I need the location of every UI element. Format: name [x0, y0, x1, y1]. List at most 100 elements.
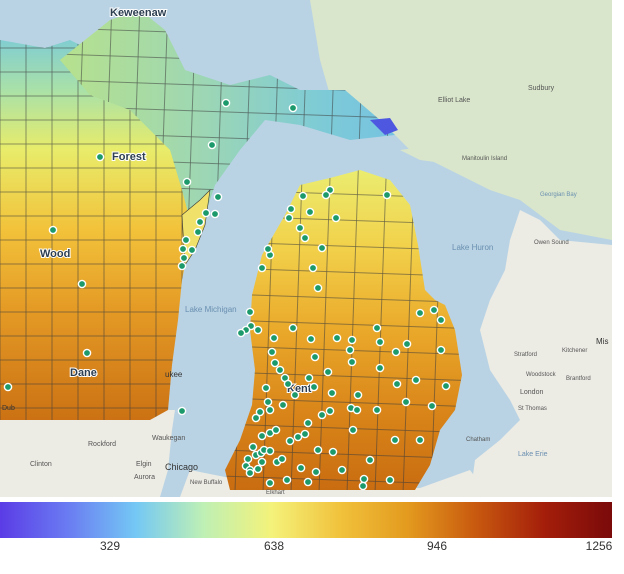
station-marker[interactable]: [325, 406, 335, 416]
station-marker[interactable]: [193, 227, 203, 237]
station-marker[interactable]: [304, 373, 314, 383]
station-marker[interactable]: [282, 475, 292, 485]
station-marker[interactable]: [303, 418, 313, 428]
station-marker[interactable]: [385, 475, 395, 485]
station-marker[interactable]: [365, 455, 375, 465]
station-marker[interactable]: [436, 315, 446, 325]
station-marker[interactable]: [3, 382, 13, 392]
station-marker[interactable]: [327, 388, 337, 398]
station-marker[interactable]: [207, 140, 217, 150]
station-marker[interactable]: [288, 323, 298, 333]
station-marker[interactable]: [298, 191, 308, 201]
station-marker[interactable]: [278, 400, 288, 410]
station-marker[interactable]: [288, 103, 298, 113]
station-marker[interactable]: [391, 347, 401, 357]
station-marker[interactable]: [347, 357, 357, 367]
station-marker[interactable]: [293, 432, 303, 442]
station-marker[interactable]: [353, 390, 363, 400]
station-marker[interactable]: [77, 279, 87, 289]
station-marker[interactable]: [221, 98, 231, 108]
station-marker[interactable]: [372, 323, 382, 333]
station-marker[interactable]: [187, 245, 197, 255]
station-marker[interactable]: [265, 446, 275, 456]
station-marker[interactable]: [345, 345, 355, 355]
station-marker[interactable]: [411, 375, 421, 385]
station-marker[interactable]: [308, 263, 318, 273]
station-marker[interactable]: [436, 345, 446, 355]
station-marker[interactable]: [257, 431, 267, 441]
station-marker[interactable]: [303, 477, 313, 487]
station-marker[interactable]: [300, 233, 310, 243]
station-marker[interactable]: [255, 407, 265, 417]
station-marker[interactable]: [210, 209, 220, 219]
station-marker[interactable]: [253, 325, 263, 335]
station-marker[interactable]: [82, 348, 92, 358]
station-marker[interactable]: [309, 382, 319, 392]
station-marker[interactable]: [245, 307, 255, 317]
station-marker[interactable]: [236, 328, 246, 338]
station-marker[interactable]: [201, 208, 211, 218]
station-marker[interactable]: [375, 337, 385, 347]
station-marker[interactable]: [427, 401, 437, 411]
station-marker[interactable]: [177, 406, 187, 416]
station-marker[interactable]: [283, 379, 293, 389]
station-marker[interactable]: [257, 263, 267, 273]
station-marker[interactable]: [95, 152, 105, 162]
station-marker[interactable]: [284, 213, 294, 223]
station-marker[interactable]: [295, 223, 305, 233]
station-marker[interactable]: [263, 244, 273, 254]
station-marker[interactable]: [257, 457, 267, 467]
station-marker[interactable]: [265, 405, 275, 415]
station-marker[interactable]: [261, 383, 271, 393]
station-marker[interactable]: [306, 334, 316, 344]
station-marker[interactable]: [392, 379, 402, 389]
station-marker[interactable]: [415, 308, 425, 318]
station-marker[interactable]: [390, 435, 400, 445]
station-marker[interactable]: [263, 397, 273, 407]
station-marker[interactable]: [277, 454, 287, 464]
station-marker[interactable]: [253, 464, 263, 474]
station-marker[interactable]: [248, 442, 258, 452]
station-marker[interactable]: [265, 478, 275, 488]
station-marker[interactable]: [415, 435, 425, 445]
station-marker[interactable]: [401, 397, 411, 407]
station-marker[interactable]: [321, 190, 331, 200]
station-marker[interactable]: [270, 358, 280, 368]
station-marker[interactable]: [402, 339, 412, 349]
station-marker[interactable]: [178, 244, 188, 254]
station-marker[interactable]: [441, 381, 451, 391]
station-marker[interactable]: [317, 410, 327, 420]
station-marker[interactable]: [372, 405, 382, 415]
station-marker[interactable]: [348, 425, 358, 435]
station-marker[interactable]: [358, 481, 368, 491]
station-marker[interactable]: [267, 347, 277, 357]
station-marker[interactable]: [285, 436, 295, 446]
station-marker[interactable]: [300, 429, 310, 439]
station-marker[interactable]: [317, 243, 327, 253]
station-marker[interactable]: [337, 465, 347, 475]
station-marker[interactable]: [313, 445, 323, 455]
station-marker[interactable]: [375, 363, 385, 373]
station-marker[interactable]: [323, 367, 333, 377]
station-marker[interactable]: [243, 454, 253, 464]
station-marker[interactable]: [48, 225, 58, 235]
station-marker[interactable]: [332, 333, 342, 343]
station-marker[interactable]: [182, 177, 192, 187]
station-marker[interactable]: [290, 390, 300, 400]
station-marker[interactable]: [251, 413, 261, 423]
map-view[interactable]: Keweenaw Forest Wood Dane Kent Elliot Lake Sud…: [0, 0, 612, 497]
station-marker[interactable]: [310, 352, 320, 362]
station-marker[interactable]: [296, 463, 306, 473]
station-marker[interactable]: [382, 190, 392, 200]
station-marker[interactable]: [195, 217, 205, 227]
station-marker[interactable]: [328, 447, 338, 457]
station-marker[interactable]: [331, 213, 341, 223]
station-layer[interactable]: [3, 98, 451, 491]
station-marker[interactable]: [305, 207, 315, 217]
station-marker[interactable]: [347, 335, 357, 345]
station-marker[interactable]: [269, 333, 279, 343]
station-marker[interactable]: [179, 253, 189, 263]
station-marker[interactable]: [271, 425, 281, 435]
station-marker[interactable]: [359, 474, 369, 484]
